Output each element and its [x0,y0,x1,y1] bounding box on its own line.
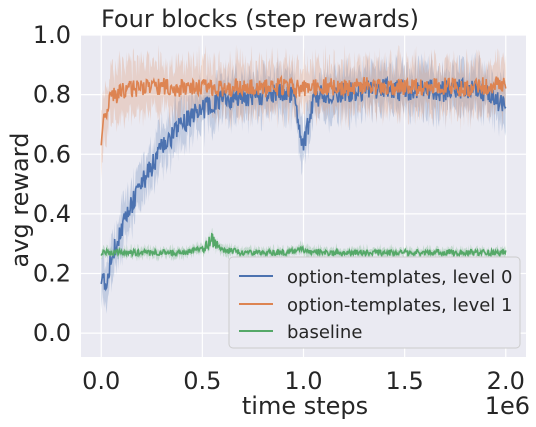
x-tick-labels: 0.0 0.5 1.0 1.5 2.0 [82,367,525,395]
confidence-band [101,44,506,181]
x-tick-label: 0.0 [82,367,120,395]
confidence-band [101,228,506,263]
x-tick-label: 0.5 [183,367,221,395]
legend-label-baseline: baseline [287,322,362,343]
y-tick-label: 0.6 [33,140,71,168]
confidence-band [101,52,506,314]
series-lines [100,74,507,292]
series-line [100,74,507,146]
x-offset-label: 1e6 [485,392,530,420]
y-tick-label: 1.0 [33,21,71,49]
x-tick-label: 2.0 [487,367,525,395]
legend: option-templates, level 0 option-templat… [228,256,521,349]
legend-label-level0: option-templates, level 0 [287,267,512,288]
y-tick-labels: 0.0 0.2 0.4 0.6 0.8 1.0 [33,21,71,347]
y-tick-label: 0.2 [33,260,71,288]
y-tick-label: 0.0 [33,319,71,347]
x-axis-label: time steps [242,392,368,420]
legend-box [228,256,521,349]
series-line [100,232,507,259]
x-tick-label: 1.5 [386,367,424,395]
y-axis-label: avg reward [6,133,34,268]
series-line [100,75,507,292]
confidence-bands [101,44,506,314]
legend-label-level1: option-templates, level 1 [287,295,512,316]
x-tick-label: 1.0 [284,367,322,395]
y-tick-label: 0.8 [33,81,71,109]
chart-title: Four blocks (step rewards) [101,5,419,33]
y-tick-label: 0.4 [33,200,71,228]
